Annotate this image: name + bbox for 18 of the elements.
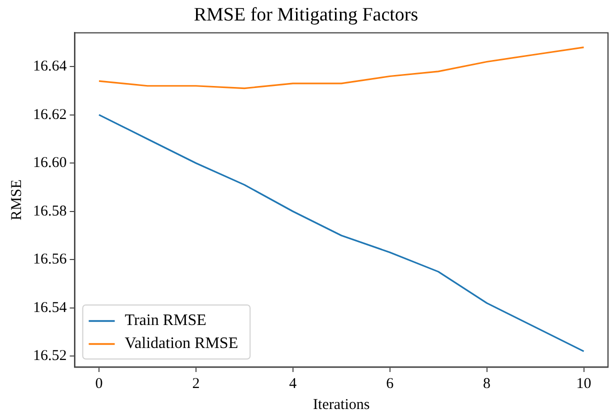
y-tick-label: 16.52 bbox=[33, 348, 67, 364]
y-tick-label: 16.56 bbox=[33, 252, 68, 268]
y-tick-label: 16.54 bbox=[33, 300, 68, 316]
y-tick-label: 16.60 bbox=[33, 155, 67, 172]
x-tick-label: 4 bbox=[289, 376, 298, 392]
y-tick-label: 16.64 bbox=[33, 58, 68, 75]
x-tick-label: 2 bbox=[192, 376, 200, 392]
x-tick-label: 10 bbox=[576, 376, 592, 392]
chart-title: RMSE for Mitigating Factors bbox=[194, 4, 418, 26]
y-axis-title: RMSE bbox=[8, 179, 25, 220]
x-tick-label: 8 bbox=[483, 376, 491, 392]
x-tick-label: 0 bbox=[95, 376, 103, 392]
y-tick-label: 16.62 bbox=[33, 106, 67, 123]
legend-label: Train RMSE bbox=[124, 312, 206, 330]
legend-label: Validation RMSE bbox=[124, 335, 238, 352]
x-tick-label: 6 bbox=[386, 376, 394, 392]
x-axis-title: Iterations bbox=[313, 396, 370, 413]
y-tick-label: 16.58 bbox=[33, 203, 67, 220]
